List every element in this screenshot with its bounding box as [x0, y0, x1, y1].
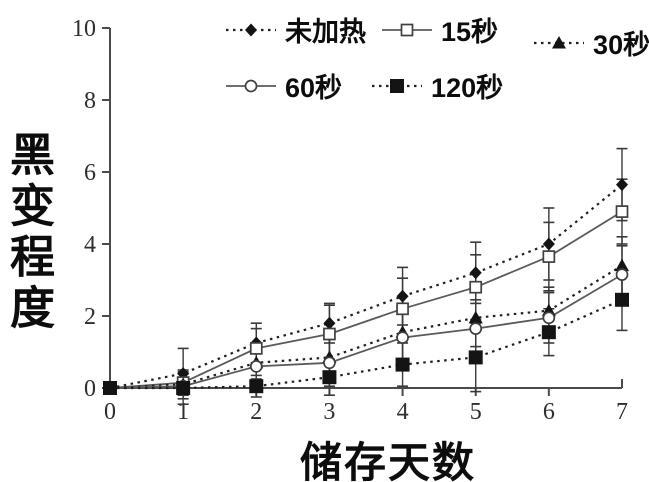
x-tick-label: 6 — [543, 399, 555, 425]
x-tick-label: 4 — [397, 399, 409, 425]
point-120s-day2 — [249, 379, 264, 394]
point-60s-day7 — [615, 268, 629, 281]
y-axis-title: 黑变程度 — [3, 131, 54, 335]
point-60s-day6 — [542, 311, 556, 325]
series-line-30s — [109, 264, 623, 390]
point-120s-day3 — [322, 370, 337, 385]
legend-item-15s: 15秒 — [380, 10, 498, 49]
point-30s-day5 — [468, 310, 483, 324]
legend-item-60s: 60秒 — [224, 66, 342, 105]
legend-marker-sample — [400, 23, 414, 36]
x-tick-label: 0 — [104, 399, 116, 425]
legend-item-unheated: 未加热 — [224, 10, 366, 49]
y-tick-label: 2 — [84, 304, 96, 330]
point-15s-day5 — [469, 280, 483, 294]
point-unheated-day3 — [323, 316, 336, 330]
series-markers-120s — [103, 292, 629, 395]
series-line-120s — [110, 298, 623, 390]
point-120s-day0 — [103, 381, 117, 395]
series-line-15s — [109, 210, 623, 389]
series-line-60s — [109, 273, 623, 389]
x-tick-label: 1 — [177, 399, 189, 425]
y-tick-label: 4 — [84, 232, 96, 258]
point-120s-day6 — [541, 325, 556, 340]
legend-marker-triangle-filled-icon — [534, 35, 585, 48]
point-60s-day2 — [249, 360, 263, 373]
x-tick-label: 7 — [616, 399, 628, 425]
legend-marker-circle-open-icon — [226, 79, 276, 92]
legend-label: 15秒 — [441, 17, 499, 47]
point-15s-day4 — [396, 302, 409, 316]
point-120s-day5 — [468, 350, 483, 365]
point-15s-day3 — [323, 327, 336, 341]
point-unheated-day6 — [542, 237, 555, 251]
legend-label: 120秒 — [431, 73, 504, 103]
legend-marker-sample — [552, 35, 567, 48]
point-unheated-day7 — [616, 178, 628, 192]
point-60s-day4 — [396, 331, 409, 344]
legend-item-120s: 120秒 — [370, 66, 503, 105]
legend-marker-square-open-icon — [382, 23, 432, 36]
legend-marker-sample — [390, 78, 405, 93]
point-15s-day7 — [615, 205, 629, 218]
point-unheated-day5 — [469, 266, 482, 280]
y-tick-label: 0 — [84, 376, 96, 402]
point-30s-day7 — [615, 258, 629, 272]
legend-row-2: 60秒 120秒 — [224, 66, 649, 105]
legend-item-30s: 30秒 — [532, 23, 649, 62]
x-tick-label: 5 — [470, 399, 482, 425]
y-tick-label: 6 — [84, 160, 96, 186]
legend-marker-sample — [245, 23, 257, 36]
x-tick-label: 2 — [250, 399, 262, 425]
point-60s-day3 — [323, 356, 336, 370]
y-tick-label: 10 — [72, 16, 96, 42]
legend-marker-square-filled-icon — [372, 78, 423, 93]
point-120s-day4 — [395, 357, 410, 372]
legend: 未加热 15秒 30秒 60秒 120秒 — [224, 10, 649, 105]
legend-marker-diamond-filled-icon — [226, 23, 276, 36]
point-unheated-day4 — [396, 289, 409, 303]
legend-label: 60秒 — [285, 73, 343, 103]
point-120s-day1 — [176, 381, 191, 395]
legend-marker-sample — [244, 79, 258, 92]
legend-label: 30秒 — [593, 30, 649, 60]
point-15s-day2 — [249, 342, 263, 355]
x-tick-label: 3 — [323, 399, 335, 425]
legend-label: 未加热 — [285, 17, 366, 47]
y-tick-label: 8 — [84, 88, 96, 114]
point-120s-day7 — [615, 292, 629, 307]
x-axis-title: 储存天数 — [299, 439, 477, 482]
point-15s-day6 — [542, 250, 556, 263]
legend-row-1: 未加热 15秒 30秒 — [224, 10, 649, 62]
point-60s-day5 — [469, 322, 483, 335]
series-line-unheated — [109, 183, 623, 390]
